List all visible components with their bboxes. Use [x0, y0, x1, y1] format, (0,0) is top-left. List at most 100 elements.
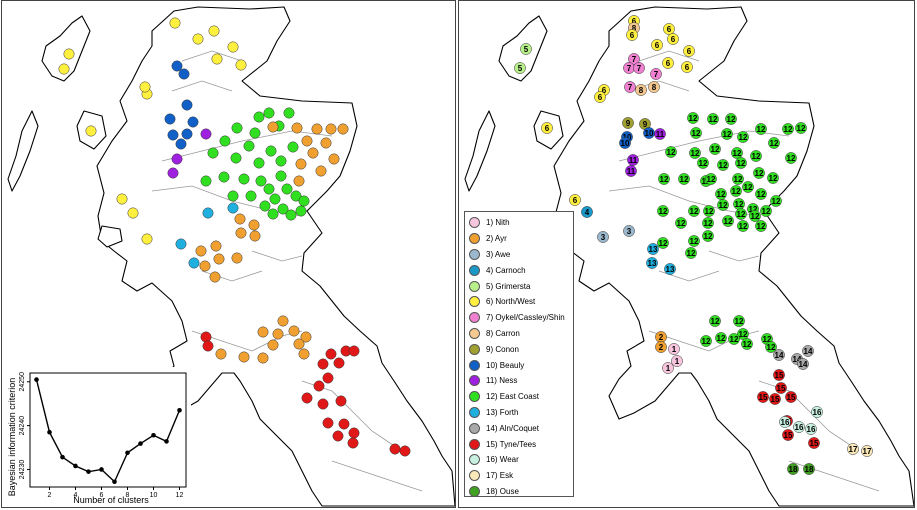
site-marker: [730, 185, 742, 197]
bic-point: [164, 439, 169, 444]
site-label: 12: [704, 232, 713, 241]
site-marker: [231, 252, 243, 264]
site-label: 6: [666, 59, 671, 68]
site-marker: [675, 217, 687, 229]
site-marker: [646, 257, 658, 269]
site-marker: [235, 227, 247, 239]
site-label: 15: [777, 384, 786, 393]
site-marker: [287, 141, 299, 153]
site-marker: [785, 152, 797, 164]
legend-label: 10) Beauly: [486, 360, 525, 370]
site-label: 15: [784, 431, 793, 440]
site-label: 12: [757, 190, 766, 199]
site-label: 14: [799, 360, 808, 369]
site-label: 12: [704, 219, 713, 228]
legend-swatch: [469, 438, 480, 450]
site-label: 6: [667, 25, 672, 34]
site-marker: [628, 53, 640, 65]
site-marker: [597, 231, 609, 243]
site-marker: [787, 463, 799, 475]
site-marker: [671, 355, 683, 367]
site-marker: [709, 143, 721, 155]
site-marker: [315, 165, 327, 177]
legend-swatch: [469, 359, 480, 371]
site-marker: [85, 125, 97, 137]
site-label: 7: [628, 83, 633, 92]
site-marker: [175, 138, 187, 150]
outer-isles-south: [464, 110, 496, 192]
site-label: 12: [709, 115, 718, 124]
site-marker: [200, 331, 212, 343]
site-marker: [735, 208, 747, 220]
site-marker: [322, 417, 334, 429]
site-marker: [181, 99, 193, 111]
site-label: 12: [732, 187, 741, 196]
site-marker: [267, 339, 279, 351]
site-marker: [283, 107, 295, 119]
site-label: 6: [573, 196, 578, 205]
site-marker: [782, 123, 794, 135]
site-marker: [249, 127, 261, 139]
site-marker: [737, 328, 749, 340]
site-marker: [705, 173, 717, 185]
bic-inset-chart: Bayesian information criterion Number of…: [6, 367, 191, 507]
site-marker: [298, 195, 310, 207]
site-marker: [288, 325, 300, 337]
site-marker: [665, 146, 677, 158]
legend-label: 12) East Coast: [486, 392, 539, 402]
bic-point: [99, 467, 104, 472]
bic-point: [138, 441, 143, 446]
site-marker: [167, 129, 179, 141]
y-axis-title: Bayesian information criterion: [7, 378, 17, 497]
x-axis-title: Number of clusters: [73, 495, 149, 505]
site-marker: [773, 349, 785, 361]
site-marker: [702, 230, 714, 242]
legend-label: 4) Carnoch: [486, 265, 526, 275]
site-label: 3: [601, 233, 606, 242]
site-marker: [227, 190, 239, 202]
site-marker: [275, 155, 287, 167]
site-marker: [291, 122, 303, 134]
site-marker: [721, 128, 733, 140]
site-marker: [773, 369, 785, 381]
site-marker: [285, 209, 297, 221]
site-marker: [703, 205, 715, 217]
y-tick-label: 24230: [19, 460, 26, 480]
site-marker: [811, 406, 823, 418]
site-marker: [272, 328, 284, 340]
bic-point: [47, 429, 52, 435]
site-marker: [728, 333, 740, 345]
site-label: 12: [739, 330, 748, 339]
site-marker: [663, 23, 675, 35]
legend-item: 1) Nith: [469, 215, 569, 231]
site-label: 6: [630, 31, 635, 40]
site-marker: [335, 395, 347, 407]
site-label: 15: [810, 439, 819, 448]
legend-swatch: [469, 296, 480, 308]
site-marker: [328, 153, 340, 165]
site-marker: [731, 147, 743, 159]
site-marker: [700, 335, 712, 347]
site-marker: [755, 220, 767, 232]
site-label: 11: [656, 130, 665, 139]
site-marker: [167, 167, 179, 179]
site-marker: [263, 107, 275, 119]
site-label: 12: [687, 249, 696, 258]
site-label: 10: [645, 129, 654, 138]
site-marker: [737, 131, 749, 143]
site-label: 12: [711, 145, 720, 154]
site-label: 15: [775, 371, 784, 380]
site-marker: [619, 137, 631, 149]
site-marker: [725, 113, 737, 125]
site-marker: [689, 147, 701, 159]
site-marker: [668, 343, 680, 355]
site-marker: [178, 68, 190, 80]
site-marker: [116, 193, 128, 205]
site-label: 12: [743, 340, 752, 349]
legend-label: 3) Awe: [486, 249, 511, 259]
site-marker: [188, 257, 200, 269]
legend-swatch: [469, 470, 480, 482]
bic-point: [177, 407, 182, 413]
cluster-legend: 1) Nith 2) Ayr 3) Awe 4) Carnoch 5) Grimerst…: [464, 211, 574, 497]
